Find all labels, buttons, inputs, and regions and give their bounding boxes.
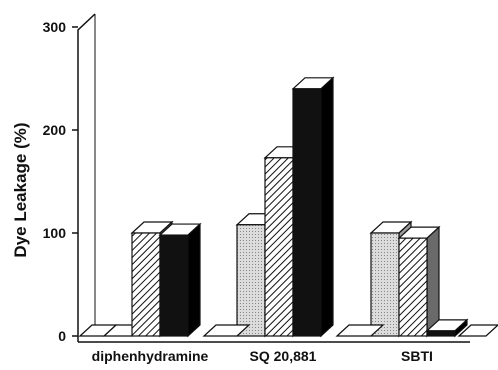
category-label: SBTI [401,348,433,364]
y-tick-label: 100 [43,225,67,241]
bar-front-face [370,232,400,337]
floor-slab [202,324,251,337]
category-labels: diphenhydramine SQ 20,881 SBTI [92,348,433,364]
bar [291,76,335,338]
bars-group [78,76,498,338]
bar-side-face [187,222,201,338]
y-tick-label: 200 [43,122,67,138]
bar-front-face [236,224,266,337]
bar-front-face [292,88,322,337]
bar-front-face [131,232,161,337]
y-axis-line [77,13,96,342]
bar-front-face [264,157,294,337]
floor-slab [457,324,498,337]
y-axis-ticks: 0 100 200 300 [43,19,78,344]
bar-front-face [398,237,428,337]
bar [425,318,469,338]
floor-slab [335,324,385,337]
bar-side-face [426,225,440,338]
bar-front-face [159,234,189,337]
bar-front-face [426,330,456,337]
bar-group [369,220,469,338]
bar-side-face [320,76,334,338]
y-tick-label: 300 [43,19,67,35]
bar-group [235,76,335,338]
y-tick-label: 0 [58,328,66,344]
floor-slab [78,324,118,337]
bar [397,225,441,338]
bar [158,222,202,338]
category-label: diphenhydramine [92,348,209,364]
axes-frame [77,13,470,343]
bar-group [102,220,202,338]
y-axis-label: Dye Leakage (%) [11,122,30,257]
category-label: SQ 20,881 [250,348,317,364]
